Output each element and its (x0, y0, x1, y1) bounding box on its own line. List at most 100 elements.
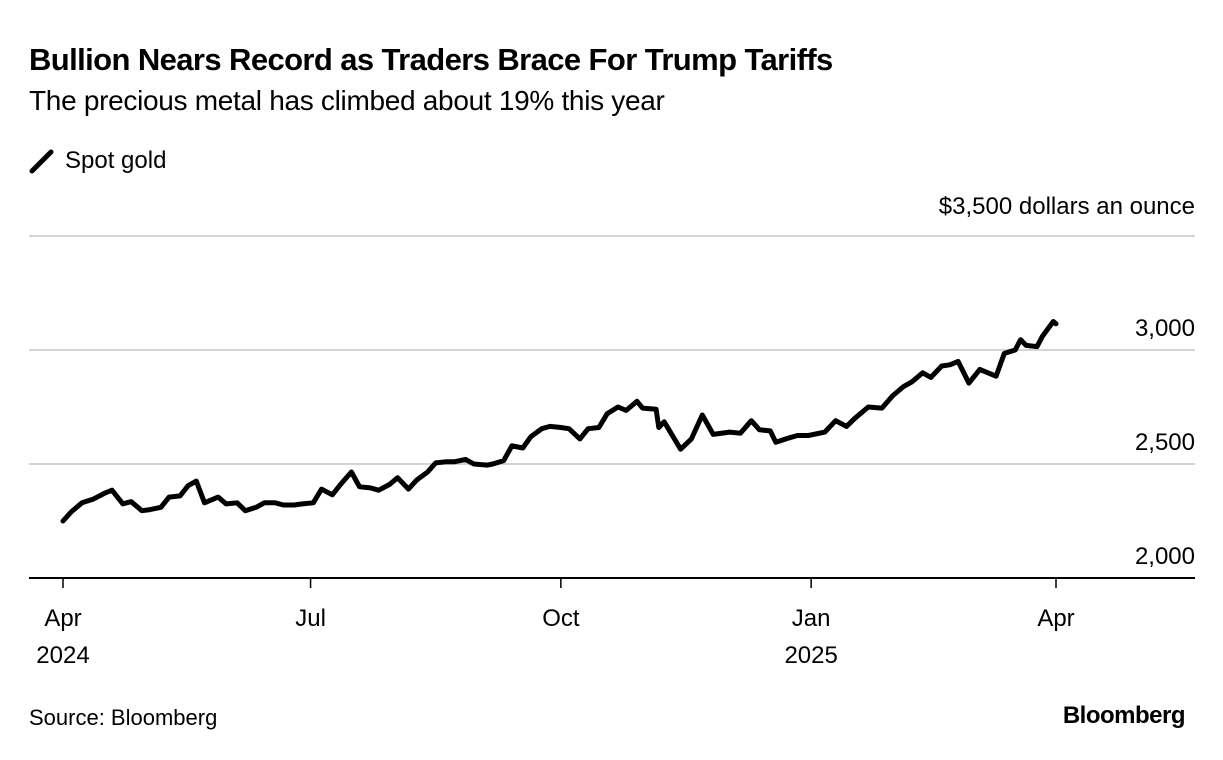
data-point (1054, 321, 1059, 326)
data-point (202, 500, 207, 505)
data-point (616, 405, 621, 410)
data-point (61, 519, 66, 524)
data-point (738, 431, 743, 436)
data-point (387, 482, 392, 487)
chart-subtitle: The precious metal has climbed about 19%… (29, 85, 665, 116)
data-point (471, 462, 476, 467)
data-point (376, 488, 381, 493)
data-point (167, 495, 172, 500)
y-axis-unit-label: $3,500 dollars an ounce (938, 193, 1195, 220)
y-tick-label: 2,500 (1135, 429, 1195, 456)
line-series-icon (29, 149, 54, 174)
data-point (909, 379, 914, 384)
bloomberg-logo: Bloomberg (1062, 702, 1186, 729)
data-point (120, 501, 125, 506)
data-point (890, 393, 895, 398)
data-point (178, 493, 183, 498)
data-point (243, 508, 248, 513)
data-point (1002, 351, 1007, 356)
data-point (485, 463, 490, 468)
data-point (956, 359, 961, 364)
data-point (605, 411, 610, 416)
data-point (1024, 343, 1029, 348)
data-point (273, 500, 278, 505)
data-point (129, 499, 134, 504)
data-point (330, 492, 335, 497)
data-point (444, 459, 449, 464)
data-point (311, 500, 316, 505)
data-point (406, 487, 411, 492)
data-point (490, 462, 495, 467)
x-tick-label: Apr (1037, 605, 1074, 632)
data-point (795, 433, 800, 438)
source-note: Source: Bloomberg (29, 705, 218, 730)
data-point (414, 478, 419, 483)
data-point (977, 367, 982, 372)
data-point (689, 436, 694, 441)
data-point (101, 491, 106, 496)
data-point (1018, 337, 1023, 342)
data-point (158, 505, 163, 510)
y-tick-label: 3,000 (1135, 315, 1195, 342)
data-point (577, 436, 582, 441)
data-point (1035, 344, 1040, 349)
data-point (1013, 348, 1018, 353)
data-point (235, 500, 240, 505)
data-point (768, 428, 773, 433)
data-point (338, 482, 343, 487)
data-point (806, 433, 811, 438)
series-line-spot-gold (60, 319, 1059, 524)
data-point (711, 432, 716, 437)
x-tick-label: Apr (44, 605, 81, 632)
data-point (640, 406, 645, 411)
data-point (216, 495, 221, 500)
data-point (110, 488, 115, 493)
x-tick-year-label: 2025 (784, 642, 837, 669)
data-point (586, 426, 591, 431)
data-point (901, 384, 906, 389)
data-point (994, 374, 999, 379)
data-point (787, 435, 792, 440)
y-tick-label: 2,000 (1135, 543, 1195, 570)
data-point (567, 426, 572, 431)
data-point (822, 430, 827, 435)
data-point (368, 485, 373, 490)
data-point (879, 406, 884, 411)
data-point (90, 497, 95, 502)
data-point (773, 440, 778, 445)
data-point (539, 426, 544, 431)
data-point (292, 503, 297, 508)
data-point (757, 427, 762, 432)
data-point (662, 419, 667, 424)
data-point (148, 507, 153, 512)
data-point (635, 399, 640, 404)
data-point (866, 405, 871, 410)
data-point (749, 418, 754, 423)
data-point (300, 501, 305, 506)
data-point (656, 425, 661, 430)
data-point (852, 416, 857, 421)
data-point (433, 460, 438, 465)
data-point (425, 470, 430, 475)
data-point (700, 413, 705, 418)
data-point (281, 503, 286, 508)
chart-title: Bullion Nears Record as Traders Brace Fo… (29, 42, 833, 77)
data-point (349, 470, 354, 475)
data-point (654, 407, 659, 412)
data-point (319, 487, 324, 492)
data-point (596, 425, 601, 430)
data-point (357, 484, 362, 489)
x-tick-label: Jan (792, 605, 831, 632)
data-point (727, 430, 732, 435)
data-point (920, 370, 925, 375)
data-point (139, 508, 144, 513)
data-point (194, 479, 199, 484)
data-point (262, 500, 267, 505)
data-point (452, 459, 457, 464)
data-point (844, 424, 849, 429)
data-point (395, 475, 400, 480)
data-point (520, 446, 525, 451)
legend: Spot gold (29, 147, 166, 175)
data-point (80, 500, 85, 505)
